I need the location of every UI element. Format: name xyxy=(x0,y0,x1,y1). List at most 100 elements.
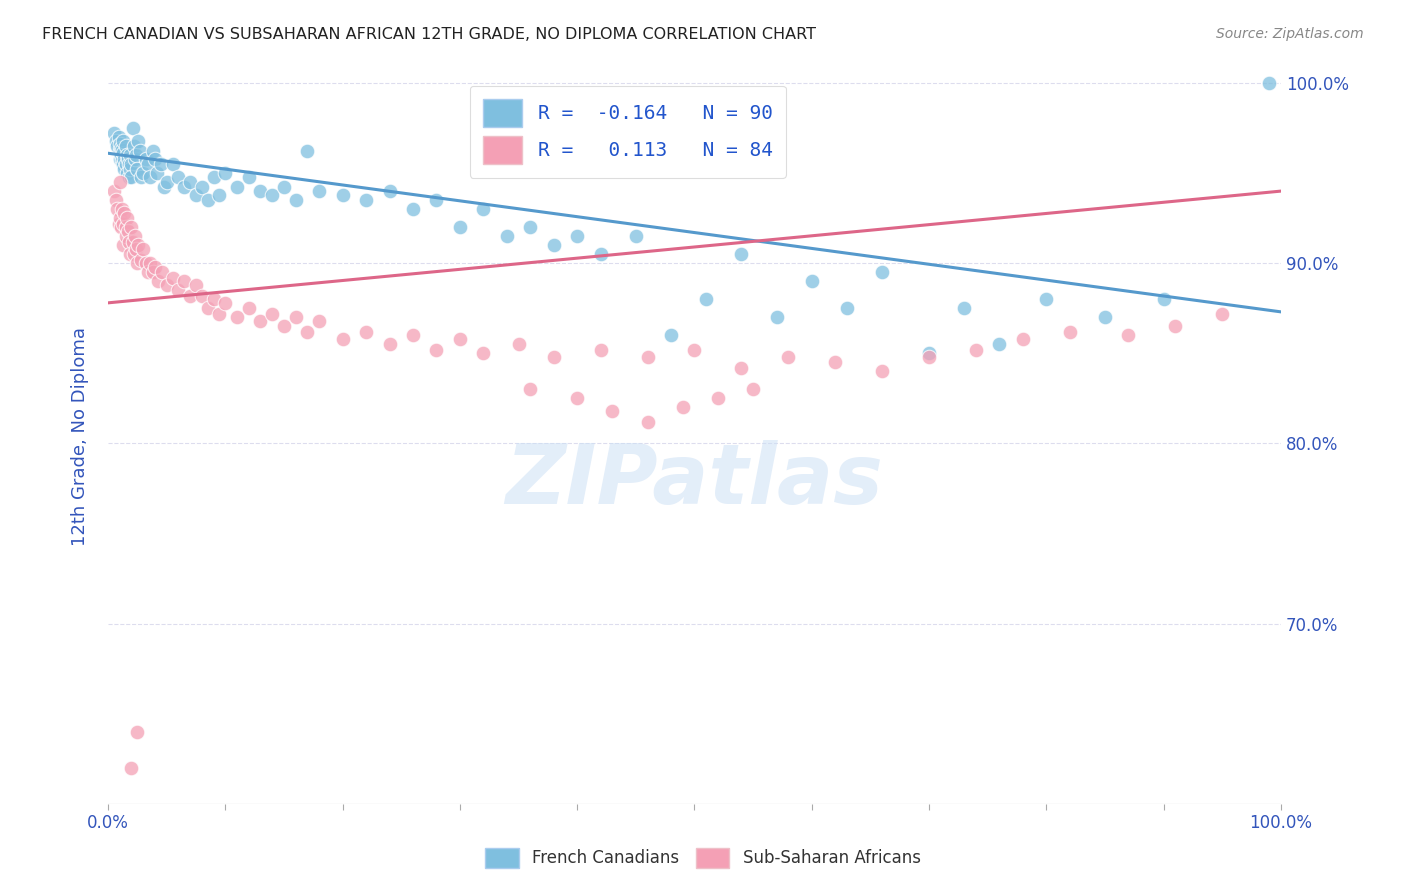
Point xyxy=(449,220,471,235)
Point xyxy=(132,166,155,180)
Point xyxy=(202,292,225,306)
Point xyxy=(114,220,136,235)
Point xyxy=(1094,310,1116,325)
Point xyxy=(136,157,159,171)
Point xyxy=(117,152,139,166)
Point xyxy=(988,337,1011,351)
Point xyxy=(262,307,284,321)
Point xyxy=(112,157,135,171)
Point xyxy=(284,193,307,207)
Point xyxy=(114,229,136,244)
Point xyxy=(132,242,155,256)
Point xyxy=(136,265,159,279)
Point xyxy=(354,325,377,339)
Point xyxy=(778,350,800,364)
Point xyxy=(143,152,166,166)
Point xyxy=(107,130,129,145)
Point xyxy=(308,314,330,328)
Point xyxy=(129,169,152,184)
Point xyxy=(249,314,271,328)
Point xyxy=(870,364,893,378)
Point xyxy=(124,152,146,166)
Point xyxy=(173,180,195,194)
Point xyxy=(167,169,190,184)
Point xyxy=(589,247,612,261)
Point xyxy=(112,205,135,219)
Point xyxy=(765,310,787,325)
Point xyxy=(214,296,236,310)
Point xyxy=(637,350,659,364)
Text: Source: ZipAtlas.com: Source: ZipAtlas.com xyxy=(1216,27,1364,41)
Point xyxy=(114,139,136,153)
Point xyxy=(115,211,138,226)
Point xyxy=(1258,76,1281,90)
Point xyxy=(148,274,170,288)
Point xyxy=(115,148,138,162)
Point xyxy=(139,169,162,184)
Point xyxy=(112,146,135,161)
Point xyxy=(695,292,717,306)
Point xyxy=(197,193,219,207)
Point xyxy=(179,175,201,189)
Point xyxy=(127,256,149,270)
Text: FRENCH CANADIAN VS SUBSAHARAN AFRICAN 12TH GRADE, NO DIPLOMA CORRELATION CHART: FRENCH CANADIAN VS SUBSAHARAN AFRICAN 12… xyxy=(42,27,815,42)
Point xyxy=(156,175,179,189)
Point xyxy=(273,319,295,334)
Point xyxy=(112,134,135,148)
Point xyxy=(142,265,165,279)
Point xyxy=(111,202,134,216)
Point xyxy=(707,392,730,406)
Point xyxy=(105,202,128,216)
Point xyxy=(110,148,132,162)
Point xyxy=(543,238,565,252)
Point xyxy=(425,193,447,207)
Point xyxy=(495,229,517,244)
Point xyxy=(197,301,219,316)
Point xyxy=(378,337,401,351)
Point xyxy=(112,217,135,231)
Point xyxy=(472,202,495,216)
Point xyxy=(139,256,162,270)
Point xyxy=(150,265,173,279)
Point xyxy=(262,187,284,202)
Point xyxy=(124,229,146,244)
Point xyxy=(1211,307,1233,321)
Point xyxy=(238,169,260,184)
Point xyxy=(519,220,541,235)
Point xyxy=(117,224,139,238)
Point xyxy=(125,242,148,256)
Point xyxy=(118,157,141,171)
Point xyxy=(120,220,142,235)
Point xyxy=(179,288,201,302)
Point xyxy=(308,184,330,198)
Point xyxy=(1164,319,1187,334)
Point xyxy=(111,153,134,168)
Point xyxy=(135,152,157,166)
Point xyxy=(835,301,858,316)
Point xyxy=(108,211,131,226)
Point xyxy=(1153,292,1175,306)
Point xyxy=(105,134,128,148)
Point xyxy=(112,238,135,252)
Point xyxy=(120,169,142,184)
Point xyxy=(191,180,214,194)
Point xyxy=(120,247,142,261)
Point xyxy=(110,220,132,235)
Point xyxy=(730,360,752,375)
Point xyxy=(226,180,249,194)
Point xyxy=(297,145,319,159)
Point xyxy=(402,202,425,216)
Point xyxy=(402,328,425,343)
Point xyxy=(1059,325,1081,339)
Point xyxy=(103,127,125,141)
Point xyxy=(449,332,471,346)
Point xyxy=(953,301,976,316)
Point xyxy=(659,328,682,343)
Point xyxy=(567,392,589,406)
Point xyxy=(127,162,149,177)
Point xyxy=(870,265,893,279)
Point xyxy=(121,235,143,249)
Point xyxy=(965,343,987,357)
Point xyxy=(800,274,823,288)
Point xyxy=(173,274,195,288)
